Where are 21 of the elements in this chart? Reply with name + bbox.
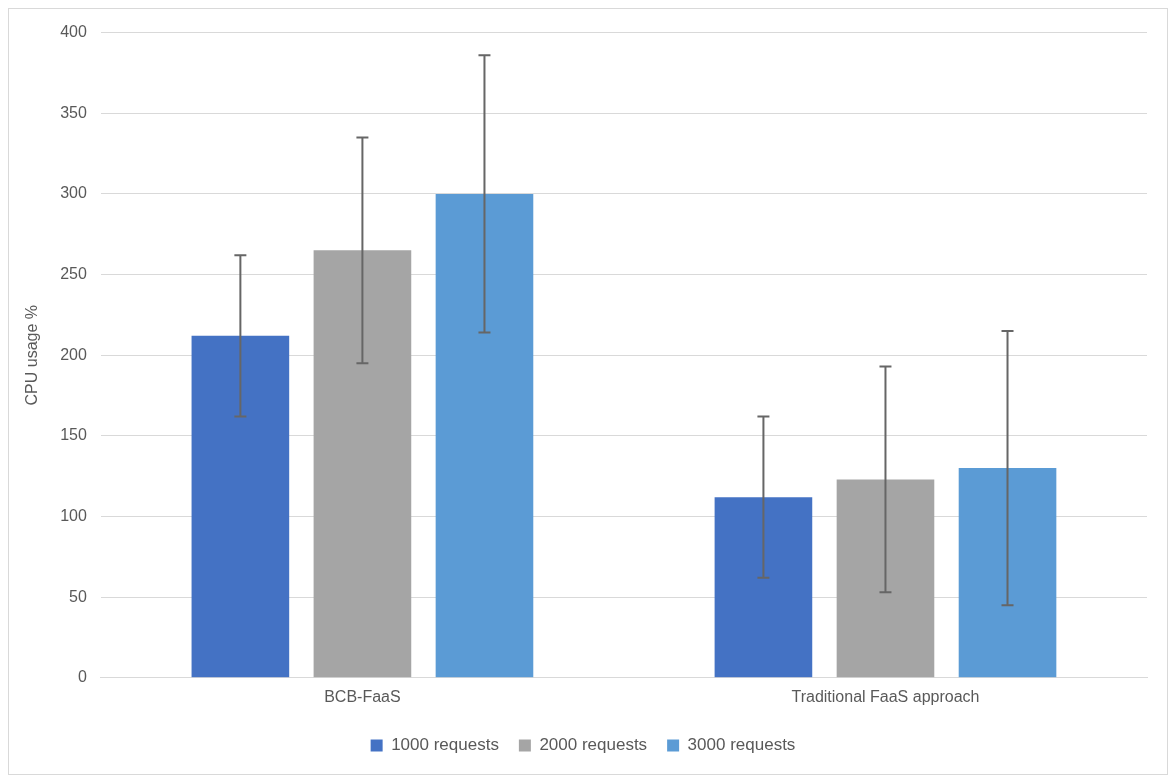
legend-label: 3000 requests — [687, 735, 796, 755]
bar — [958, 468, 1057, 678]
bar — [836, 479, 935, 678]
bar — [435, 193, 534, 678]
y-tick-label: 300 — [60, 184, 87, 202]
bar — [191, 335, 290, 678]
bar — [313, 250, 412, 678]
y-tick-label: 150 — [60, 426, 87, 444]
y-tick-label: 350 — [60, 103, 87, 121]
x-tick-label: Traditional FaaS approach — [791, 687, 980, 705]
bar — [714, 497, 813, 678]
y-tick-label: 100 — [60, 506, 87, 524]
y-tick-label: 200 — [60, 345, 87, 363]
y-axis-title: CPU usage % — [23, 304, 41, 406]
y-tick-label: 400 — [60, 23, 87, 41]
y-tick-label: 0 — [77, 668, 87, 686]
y-tick-label: 50 — [69, 587, 87, 605]
x-tick-label: BCB-FaaS — [324, 687, 401, 705]
legend-label: 2000 requests — [539, 735, 648, 755]
legend-label: 1000 requests — [391, 735, 499, 755]
y-tick-label: 250 — [60, 264, 87, 282]
